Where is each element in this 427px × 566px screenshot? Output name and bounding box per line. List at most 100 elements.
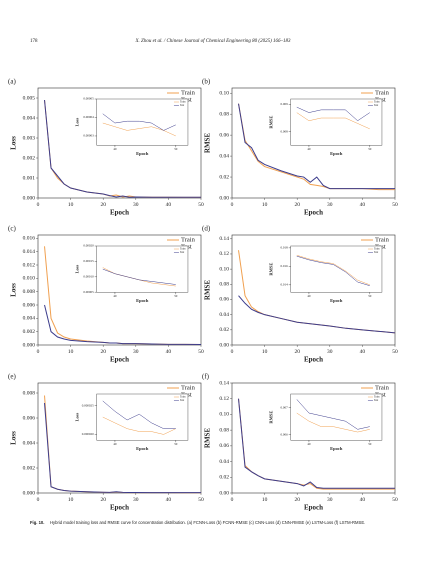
- y-tick-label: 0.008: [281, 129, 289, 133]
- y-tick-label: 0.08: [219, 111, 229, 117]
- y-axis-label: RMSE: [204, 428, 212, 449]
- x-tick-label: 40: [166, 202, 172, 208]
- legend-label: Train: [180, 396, 186, 399]
- y-tick-label: 0.003: [23, 135, 36, 141]
- legend-label: Train: [180, 248, 186, 251]
- inset-frame: [290, 393, 383, 441]
- x-axis-label: Epoch: [304, 504, 323, 512]
- x-tick-label: 40: [113, 147, 117, 151]
- y-axis-label: RMSE: [269, 411, 274, 424]
- y-tick-label: 0.04: [219, 459, 229, 465]
- x-tick-label: 30: [327, 202, 333, 208]
- y-tick-label: 0.000: [23, 490, 36, 496]
- running-head: X. Zhou et al. / Chinese Journal of Chem…: [135, 39, 291, 44]
- y-tick-label: 0.14: [219, 236, 229, 242]
- y-tick-label: 0.08: [219, 282, 229, 288]
- y-tick-label: 0.006: [23, 302, 36, 308]
- inset-frame: [290, 98, 383, 146]
- series-line: [296, 255, 370, 286]
- x-tick-label: 50: [198, 349, 204, 355]
- series-line: [296, 106, 370, 122]
- y-tick-label: 0.04: [219, 312, 229, 318]
- x-axis-label: Epoch: [330, 298, 343, 303]
- y-tick-label: 0.06: [219, 297, 229, 303]
- y-axis-label: RMSE: [204, 133, 212, 154]
- y-tick-label: 0.000: [23, 195, 36, 201]
- x-tick-label: 40: [360, 202, 366, 208]
- y-tick-label: 0.00005: [83, 290, 94, 294]
- y-tick-label: 0.002: [23, 465, 36, 471]
- y-tick-label: 0.00: [219, 195, 229, 201]
- y-axis-label: Loss: [10, 136, 18, 150]
- x-axis-label: Epoch: [136, 151, 149, 156]
- y-tick-label: 0.001: [23, 175, 36, 181]
- x-tick-label: 30: [327, 497, 333, 503]
- series-line: [102, 268, 176, 285]
- x-tick-label: 40: [166, 349, 172, 355]
- legend-label: Test: [180, 399, 185, 402]
- legend-label: Train: [374, 248, 380, 251]
- x-tick-label: 40: [113, 294, 117, 298]
- y-axis-label: Loss: [75, 117, 80, 126]
- x-tick-label: 50: [392, 497, 398, 503]
- panel-label: (d): [202, 225, 211, 233]
- x-axis-label: Epoch: [304, 209, 323, 217]
- y-tick-label: 0.00004: [83, 115, 94, 119]
- y-axis-label: RMSE: [269, 116, 274, 129]
- panel-label: (e): [8, 373, 16, 381]
- series-line: [102, 113, 176, 131]
- panel-label: (a): [8, 78, 16, 86]
- x-axis-label: Epoch: [110, 209, 129, 217]
- x-tick-label: 40: [307, 442, 311, 446]
- y-tick-label: 0.00010: [83, 275, 94, 279]
- x-tick-label: 10: [262, 497, 268, 503]
- legend-label: Test: [374, 399, 379, 402]
- legend-label: Train: [181, 89, 196, 96]
- x-tick-label: 50: [198, 202, 204, 208]
- x-tick-label: 0: [231, 497, 234, 503]
- x-axis-label: Epoch: [136, 446, 149, 451]
- series-line: [296, 412, 370, 433]
- y-tick-label: 0.02: [219, 475, 229, 481]
- y-tick-label: 0.06: [219, 132, 229, 138]
- y-tick-label: 0.000020: [82, 432, 94, 436]
- x-tick-label: 50: [174, 147, 178, 151]
- y-tick-label: 0.005: [23, 95, 36, 101]
- panel-label: (c): [8, 225, 16, 233]
- series-line: [296, 399, 370, 430]
- y-tick-label: 0.08: [219, 427, 229, 433]
- y-tick-label: 0.14: [219, 380, 229, 386]
- y-tick-label: 0.008: [23, 289, 36, 295]
- y-tick-label: 0.00015: [83, 259, 94, 263]
- y-axis-label: Loss: [10, 283, 18, 297]
- y-tick-label: 0.016: [23, 236, 36, 242]
- y-tick-label: 0.014: [23, 249, 36, 255]
- y-tick-label: 0.004: [23, 115, 36, 121]
- x-tick-label: 30: [133, 202, 139, 208]
- y-axis-label: Loss: [75, 264, 80, 273]
- y-axis-label: RMSE: [204, 280, 212, 301]
- y-tick-label: 0.12: [219, 396, 229, 402]
- y-tick-label: 0.00020: [83, 244, 94, 248]
- y-tick-label: 0.00005: [83, 97, 94, 101]
- legend-label: Train: [375, 236, 390, 243]
- y-tick-label: 0.004: [23, 316, 36, 322]
- inset-frame: [96, 393, 189, 441]
- x-tick-label: 50: [392, 349, 398, 355]
- x-axis-label: Epoch: [110, 504, 129, 512]
- x-tick-label: 30: [327, 349, 333, 355]
- caption-label: Fig. 10.: [30, 520, 44, 525]
- x-axis-label: Epoch: [136, 298, 149, 303]
- x-tick-label: 20: [100, 497, 106, 503]
- x-tick-label: 40: [360, 349, 366, 355]
- legend-label: Test: [374, 251, 379, 254]
- x-axis-label: Epoch: [110, 356, 129, 364]
- y-tick-label: 0.014: [281, 283, 289, 287]
- inset-frame: [96, 98, 189, 146]
- series-line: [44, 304, 202, 345]
- legend-label: Test: [180, 251, 185, 254]
- series-line: [238, 103, 395, 190]
- x-tick-label: 10: [68, 349, 74, 355]
- y-tick-label: 0.007: [281, 405, 289, 409]
